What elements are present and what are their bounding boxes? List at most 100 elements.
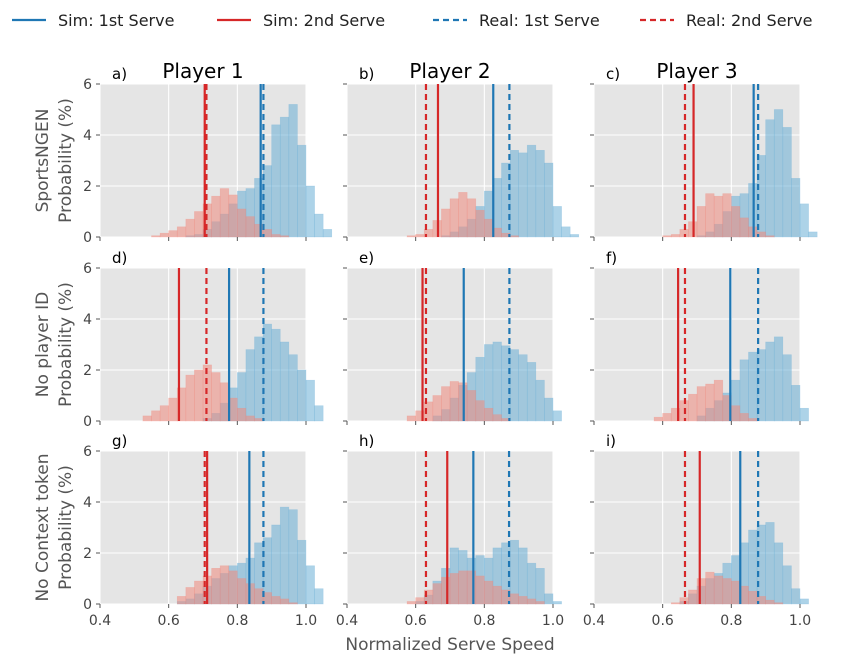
bar-sim-1st	[552, 410, 562, 422]
bar-sim-1st	[279, 116, 290, 238]
bar-sim-1st	[518, 547, 528, 605]
bar-sim-2nd	[441, 208, 451, 238]
bar-sim-2nd	[773, 602, 784, 605]
bar-sim-2nd	[722, 578, 732, 605]
bar-sim-2nd	[194, 211, 204, 238]
bar-sim-2nd	[458, 192, 468, 238]
bar-sim-2nd	[696, 206, 706, 238]
bar-sim-1st	[526, 562, 537, 605]
panel-d: 0 2 4 6 d)	[83, 249, 324, 430]
panel-label: d)	[112, 249, 127, 267]
bar-sim-1st	[271, 328, 281, 422]
legend-label: Real: 1st Serve	[479, 11, 600, 30]
panel-e: e)	[343, 249, 562, 425]
bar-sim-1st	[569, 234, 580, 238]
bar-sim-2nd	[279, 235, 290, 238]
bar-sim-1st	[739, 359, 749, 422]
bar-sim-2nd	[765, 599, 775, 605]
bar-sim-2nd	[484, 407, 494, 422]
bar-sim-1st	[791, 178, 801, 238]
y-tick-label: 0	[83, 597, 92, 613]
bar-sim-2nd	[509, 235, 519, 238]
bar-sim-1st	[305, 185, 315, 238]
bar-sim-1st	[305, 379, 315, 422]
bar-sim-2nd	[194, 580, 204, 605]
x-tick-label: 0.6	[405, 613, 427, 629]
bar-sim-2nd	[696, 386, 706, 422]
bar-sim-1st	[544, 397, 554, 422]
bar-sim-2nd	[159, 232, 169, 238]
x-tick-label: 1.0	[295, 613, 317, 629]
panel-label: f)	[606, 249, 617, 267]
bar-sim-2nd	[415, 597, 425, 605]
bar-sim-2nd	[756, 596, 766, 605]
bar-sim-2nd	[696, 578, 706, 605]
bar-sim-2nd	[765, 235, 775, 238]
bar-sim-2nd	[245, 216, 255, 238]
bar-sim-1st	[782, 354, 792, 422]
bar-sim-2nd	[526, 598, 537, 605]
y-tick-label: 4	[83, 128, 92, 144]
bar-sim-2nd	[254, 418, 264, 422]
bar-sim-1st	[544, 593, 554, 605]
bar-sim-1st	[791, 384, 801, 422]
bar-sim-2nd	[662, 235, 672, 238]
bar-sim-2nd	[475, 400, 485, 422]
panel-label: i)	[606, 432, 616, 450]
bar-sim-2nd	[492, 585, 502, 605]
legend-item: Sim: 1st Serve	[12, 11, 174, 30]
row-label: No Context token	[33, 453, 53, 601]
legend-item: Real: 1st Serve	[433, 11, 600, 30]
bar-sim-2nd	[670, 602, 681, 605]
bar-sim-2nd	[168, 397, 178, 422]
bar-sim-2nd	[228, 194, 238, 238]
y-tick-label: 2	[83, 179, 92, 195]
bar-sim-2nd	[271, 596, 281, 605]
bar-sim-1st	[765, 522, 775, 605]
bar-sim-2nd	[237, 407, 247, 422]
bar-sim-2nd	[492, 414, 502, 422]
panel-f: f)	[590, 249, 809, 425]
y-tick-label: 6	[83, 261, 92, 277]
bar-sim-1st	[314, 213, 324, 238]
bar-sim-2nd	[670, 234, 681, 238]
bar-sim-2nd	[288, 602, 298, 605]
bar-sim-2nd	[739, 413, 749, 422]
bar-sim-1st	[799, 598, 809, 605]
panel-label: g)	[112, 432, 127, 450]
panel-label: a)	[112, 65, 127, 83]
bar-sim-1st	[322, 229, 333, 238]
column-title: Player 3	[656, 59, 737, 83]
bar-sim-2nd	[176, 596, 187, 605]
bar-sim-1st	[254, 336, 264, 422]
bar-sim-2nd	[653, 416, 663, 422]
bar-sim-1st	[535, 150, 545, 238]
bar-sim-2nd	[432, 583, 442, 605]
bar-sim-1st	[773, 109, 784, 238]
bar-sim-2nd	[713, 195, 724, 238]
bar-sim-1st	[509, 150, 519, 238]
bar-sim-2nd	[466, 390, 477, 422]
column-title: Player 2	[409, 59, 490, 83]
x-tick-label: 0.6	[652, 613, 674, 629]
bar-sim-2nd	[185, 218, 195, 238]
bar-sim-2nd	[237, 208, 247, 238]
bar-sim-1st	[297, 144, 307, 238]
panel-h: 0.4 0.6 0.8 1.0 h)	[336, 432, 564, 629]
bar-sim-1st	[518, 152, 528, 238]
bar-sim-2nd	[441, 386, 451, 422]
bar-sim-1st	[799, 203, 809, 238]
x-tick-label: 0.4	[583, 613, 605, 629]
bar-sim-1st	[552, 206, 562, 238]
bar-sim-1st	[773, 542, 784, 605]
bar-sim-2nd	[705, 571, 715, 605]
bar-sim-1st	[791, 588, 801, 605]
x-tick-label: 0.8	[226, 613, 248, 629]
bar-sim-1st	[782, 565, 792, 605]
y-tick-label: 2	[83, 363, 92, 379]
row-label: No player ID	[33, 292, 53, 397]
panel-g: 0 2 4 6 0.4 0.6 0.8 1.0 g)	[83, 432, 324, 629]
x-tick-label: 0.8	[720, 613, 742, 629]
y-tick-label: 0	[83, 414, 92, 430]
y-tick-label: 6	[83, 444, 92, 460]
